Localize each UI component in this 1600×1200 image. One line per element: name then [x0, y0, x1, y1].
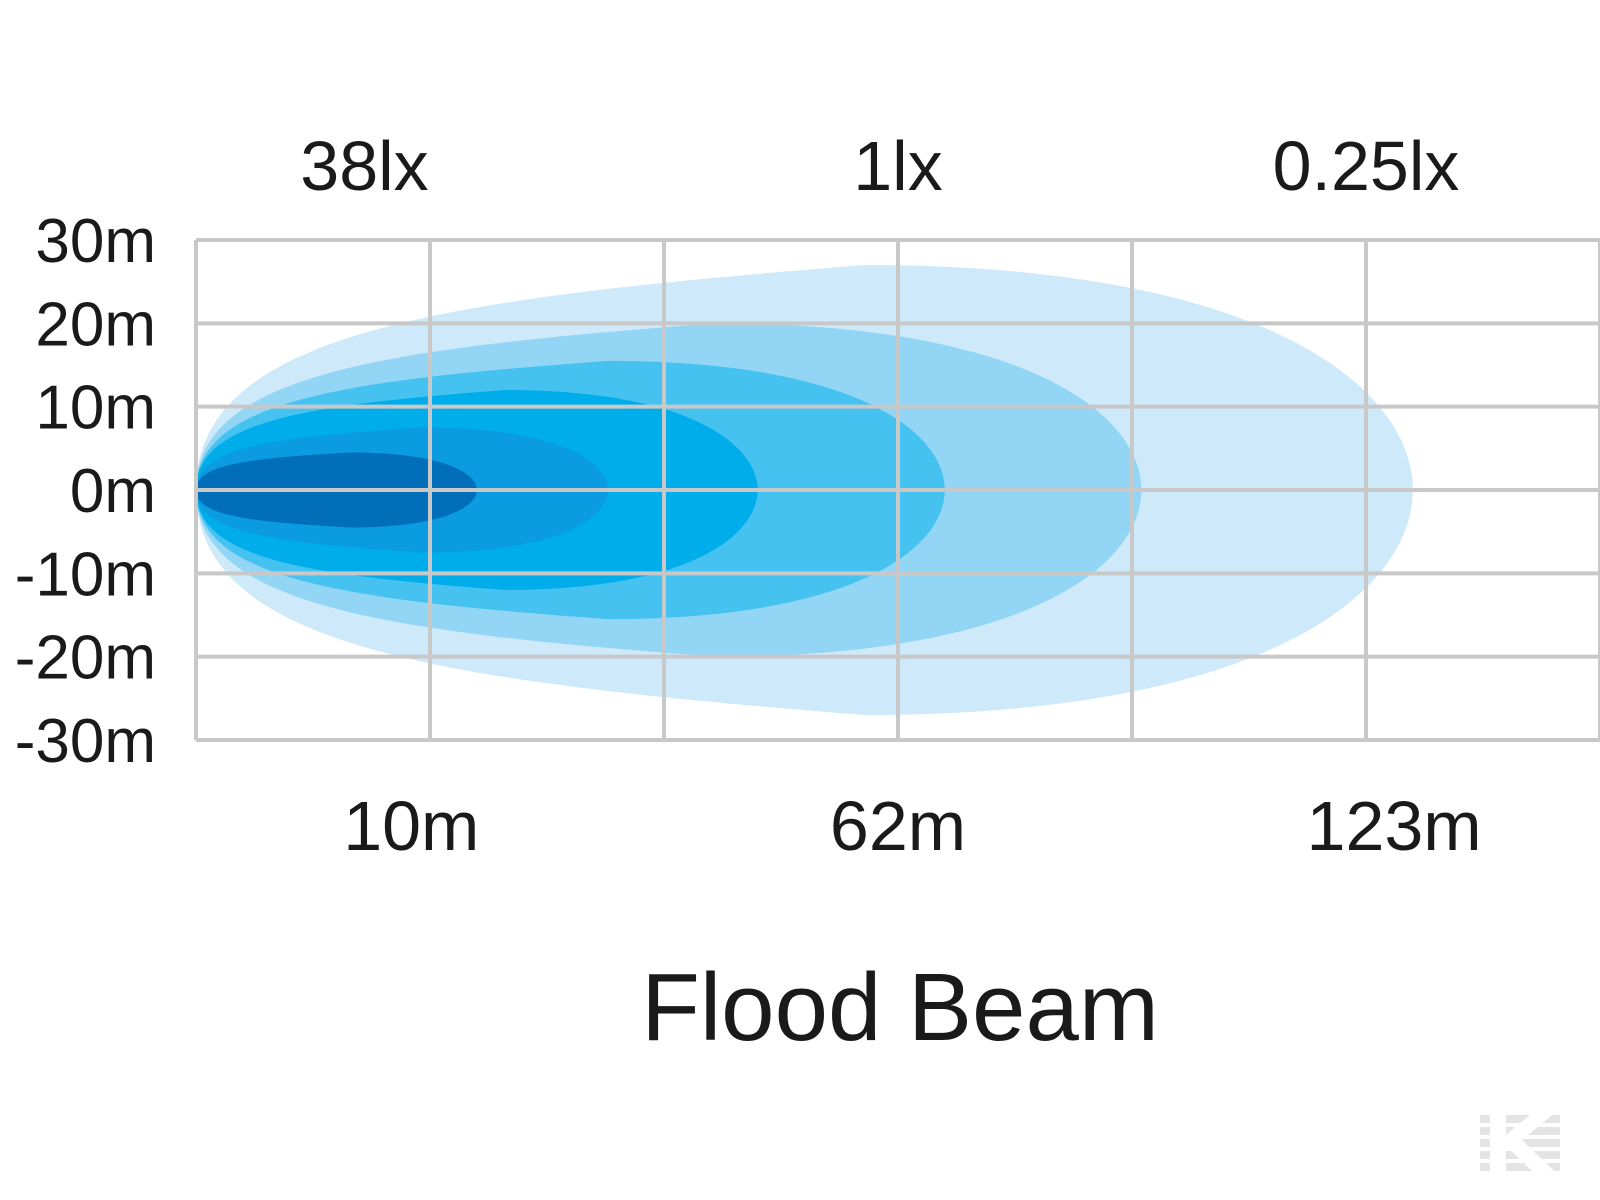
chart-title: Flood Beam — [641, 954, 1159, 1061]
y-tick-label: 20m — [35, 290, 156, 359]
y-tick-label: 10m — [35, 374, 156, 443]
illuminance-label: 38lx — [300, 127, 428, 205]
y-axis-labels: 30m 20m 10m 0m -10m -20m -30m — [15, 207, 156, 776]
y-tick-label: -30m — [15, 707, 156, 776]
x-distance-label: 123m — [1307, 787, 1482, 865]
y-tick-label: 30m — [35, 207, 156, 276]
chart-grid — [194, 238, 1600, 742]
y-tick-label: -20m — [15, 624, 156, 693]
y-tick-label: -10m — [15, 540, 156, 609]
x-axis-labels: 10m 62m 123m — [343, 787, 1481, 865]
illuminance-label: 0.25lx — [1273, 127, 1460, 205]
illuminance-label: 1lx — [853, 127, 942, 205]
x-distance-label: 62m — [830, 787, 966, 865]
illuminance-labels: 38lx 1lx 0.25lx — [300, 127, 1459, 205]
y-tick-label: 0m — [70, 457, 156, 526]
x-distance-label: 10m — [343, 787, 479, 865]
brand-logo-icon — [1480, 1115, 1560, 1171]
